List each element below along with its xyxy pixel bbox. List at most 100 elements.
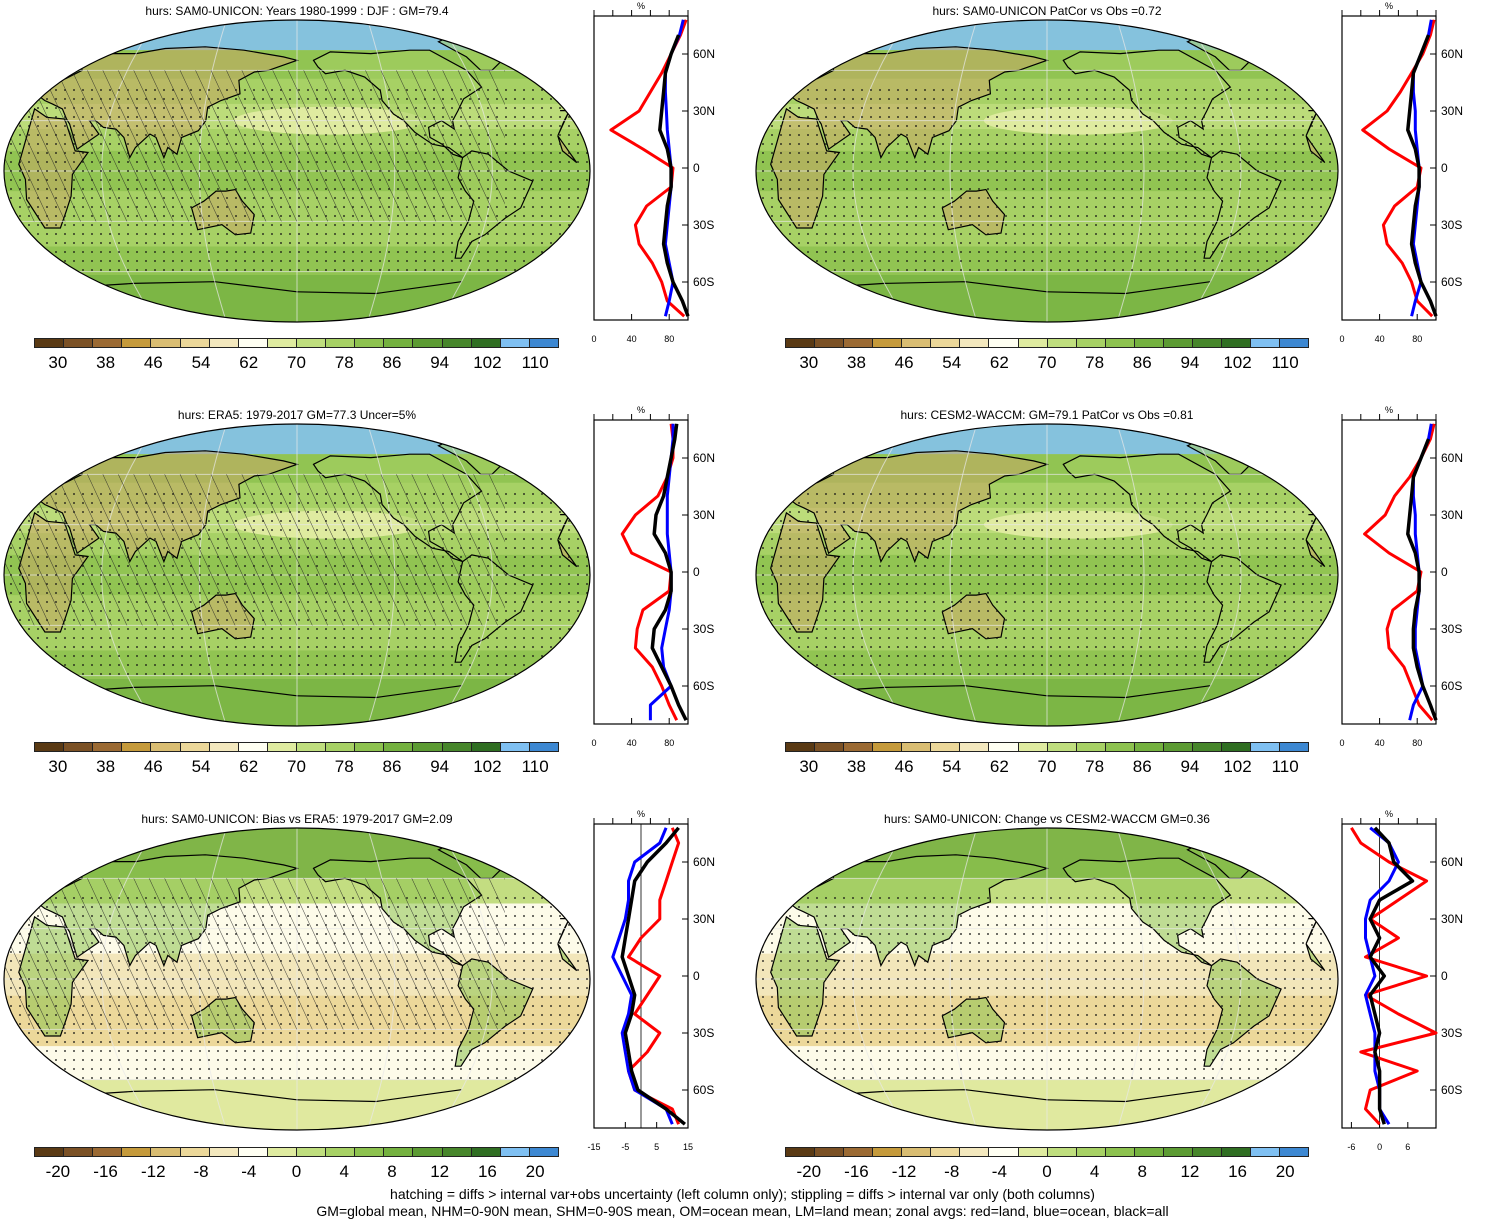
colorbar-swatch: [902, 339, 932, 347]
colorbar-tick-label: 110: [1271, 757, 1299, 776]
colorbar-swatch: [960, 1148, 990, 1156]
stippling: [756, 87, 1338, 272]
profile-y-tick-label: 60N: [1441, 47, 1463, 61]
profile-x-tick-label: 80: [664, 738, 674, 748]
colorbar-tick-label: 102: [473, 353, 502, 372]
colorbar-tick-label: 102: [1223, 757, 1252, 776]
colorbar-swatch: [1163, 743, 1193, 751]
colorbar-swatch: [209, 339, 239, 347]
profile-y-tick-label: 0: [1441, 565, 1448, 579]
colorbar-tick-label: 38: [846, 353, 866, 372]
profile-x-tick-label: 80: [664, 334, 674, 344]
stippling: [756, 895, 1338, 1080]
colorbar-tick-label: 70: [287, 353, 306, 372]
colorbar-swatch: [151, 743, 181, 751]
profile-unit-label: %: [637, 405, 645, 415]
colorbar-tick-label: 38: [846, 757, 866, 776]
colorbar: [34, 338, 559, 348]
colorbar-swatch: [442, 743, 472, 751]
colorbar-swatch: [1076, 339, 1106, 347]
profile-land-line: [1361, 19, 1436, 318]
profile-y-tick-label: 60N: [1441, 855, 1463, 869]
colorbar-swatch: [931, 339, 961, 347]
profile-x-tick-label: -6: [1347, 1142, 1355, 1152]
colorbar-tick-label: 46: [894, 757, 914, 776]
colorbar-tick-label: 86: [1132, 353, 1152, 372]
colorbar-tick-label: 30: [799, 757, 819, 776]
colorbar-swatch: [786, 339, 816, 347]
colorbar-swatch: [1221, 743, 1251, 751]
colorbar-swatch: [1280, 339, 1309, 347]
profile-frame: [593, 419, 689, 725]
colorbar-tick-label: 0: [291, 1162, 302, 1181]
footer-line-2: GM=global mean, NHM=0-90N mean, SHM=0-90…: [316, 1203, 1169, 1219]
colorbar-swatch: [844, 339, 874, 347]
panel-title: hurs: SAM0-UNICON: Bias vs ERA5: 1979-20…: [141, 812, 453, 826]
colorbar-swatch: [1163, 339, 1193, 347]
colorbar-swatch: [1221, 1148, 1251, 1156]
colorbar-swatch: [413, 743, 443, 751]
profile-y-tick-label: 30S: [693, 218, 714, 232]
map-border: [755, 827, 1339, 1131]
colorbar-tick-label: 78: [334, 757, 354, 776]
zonal-profile: % 60N 30N 0 30S 60S 0 40 80: [591, 1, 715, 344]
profile-y-tick-label: 0: [1441, 161, 1448, 175]
colorbar-swatch: [815, 339, 845, 347]
colorbar-labels: 30 38 46 54 62 70 78 86 94 102 110: [785, 757, 1309, 777]
profile-all-line: [658, 34, 690, 317]
profile-x-tick-label: 5: [654, 1142, 659, 1152]
colorbar-swatch: [296, 743, 327, 751]
colorbar-swatch: [326, 743, 356, 751]
profile-unit-label: %: [1385, 1, 1393, 11]
colorbar-tick-label: 8: [1137, 1162, 1147, 1181]
colorbar-tick-label: 110: [521, 353, 549, 372]
colorbar-swatch: [1047, 1148, 1077, 1156]
profile-x-tick-label: 0: [591, 738, 596, 748]
colorbar-labels: 30 38 46 54 62 70 78 86 94 102 110: [785, 353, 1309, 373]
profile-y-tick-label: 30S: [1441, 1026, 1462, 1040]
colorbar-tick-label: 62: [989, 757, 1009, 776]
profile-all-line: [1406, 34, 1438, 317]
colorbar-swatch: [355, 1148, 385, 1156]
colorbar-swatch: [93, 339, 123, 347]
profile-x-tick-label: 40: [627, 334, 637, 344]
profile-x-tick-label: 0: [591, 334, 596, 344]
profile-y-tick-label: 30S: [693, 1026, 714, 1040]
colorbar-swatch: [122, 339, 152, 347]
profile-y-tick-label: 30N: [693, 104, 715, 118]
profile-y-tick-label: 30N: [693, 508, 715, 522]
profile-ocean-line: [611, 827, 674, 1125]
zonal-profile: % 60N 30N 0 30S 60S -15 -5 5 15: [587, 809, 715, 1152]
profile-y-tick-label: 30S: [693, 622, 714, 636]
colorbar-swatch: [529, 1148, 558, 1156]
colorbar-swatch: [180, 743, 210, 751]
colorbar-tick-label: 38: [96, 757, 116, 776]
map-border: [3, 423, 591, 727]
colorbar-tick-label: 12: [430, 1162, 450, 1181]
colorbar-tick-label: 94: [1180, 757, 1200, 776]
profile-x-tick-label: 80: [1412, 334, 1422, 344]
profile-unit-label: %: [1385, 405, 1393, 415]
colorbar-swatch: [384, 743, 414, 751]
colorbar-tick-label: -8: [193, 1162, 209, 1181]
colorbar-swatch: [1192, 339, 1222, 347]
colorbar-tick-label: -4: [241, 1162, 257, 1181]
colorbar-tick-label: 102: [1223, 353, 1252, 372]
colorbar-tick-label: 20: [525, 1162, 545, 1181]
map-panel: [3, 827, 591, 1131]
colorbar-swatch: [355, 339, 385, 347]
colorbar-swatch: [960, 743, 990, 751]
profile-x-tick-label: 0: [1339, 738, 1344, 748]
colorbar-tick-label: -12: [891, 1162, 917, 1181]
colorbar-tick-label: 8: [387, 1162, 397, 1181]
profile-y-tick-label: 30N: [1441, 912, 1463, 926]
profile-all-line: [650, 423, 688, 721]
profile-y-tick-label: 30S: [1441, 218, 1462, 232]
colorbar-swatch: [471, 339, 501, 347]
colorbar-swatch: [1134, 339, 1164, 347]
colorbar-swatch: [1251, 743, 1281, 751]
profile-y-tick-label: 60N: [693, 451, 715, 465]
map-panel: [755, 827, 1339, 1131]
colorbar-swatch: [35, 1148, 65, 1156]
colorbar-tick-label: 70: [287, 757, 306, 776]
